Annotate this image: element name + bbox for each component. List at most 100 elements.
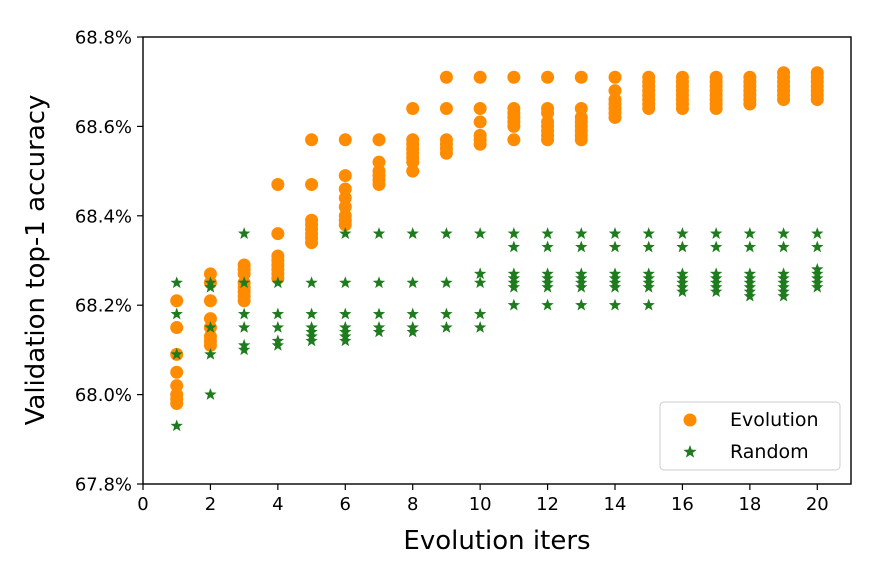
- random-point: [406, 321, 419, 333]
- random-point: [541, 280, 554, 293]
- evolution-point: [473, 128, 487, 142]
- random-point: [406, 307, 419, 320]
- random-point: [440, 227, 453, 239]
- x-tick-label: 8: [407, 494, 418, 515]
- evolution-point: [170, 388, 184, 402]
- evolution-point: [777, 66, 791, 80]
- random-point: [440, 276, 453, 289]
- x-tick-label: 12: [536, 494, 559, 515]
- evolution-point: [709, 70, 723, 84]
- evolution-point: [473, 115, 487, 129]
- evolution-point: [439, 70, 453, 84]
- y-axis-ticks: 67.8% 68.0% 68.2% 68.4% 68.6% 68.8%: [75, 28, 143, 496]
- random-point: [709, 276, 723, 289]
- random-point: [237, 321, 251, 333]
- evolution-point: [271, 227, 285, 241]
- evolution-point: [372, 133, 386, 147]
- evolution-point: [406, 133, 420, 147]
- random-point: [305, 329, 318, 342]
- random-point: [608, 276, 622, 289]
- random-point: [204, 321, 217, 333]
- random-point: [575, 267, 588, 280]
- evolution-point: [305, 213, 319, 227]
- random-point: [507, 280, 521, 293]
- x-tick-label: 16: [671, 494, 694, 515]
- random-point: [743, 285, 757, 298]
- y-tick-label: 68.6%: [75, 117, 132, 138]
- random-point: [339, 227, 352, 239]
- random-point: [777, 267, 790, 280]
- random-point: [608, 280, 622, 293]
- evolution-point: [574, 70, 588, 84]
- random-point: [811, 227, 824, 239]
- random-point: [575, 276, 588, 289]
- random-point: [743, 276, 757, 289]
- random-point: [709, 285, 723, 298]
- random-point: [575, 271, 588, 284]
- random-point: [170, 347, 183, 360]
- random-point: [676, 271, 689, 284]
- random-point: [608, 298, 622, 311]
- random-point: [541, 298, 554, 311]
- evolution-point: [810, 66, 824, 80]
- random-point: [709, 227, 723, 239]
- evolution-point: [574, 110, 588, 124]
- x-tick-label: 0: [137, 494, 148, 515]
- evolution-point: [507, 102, 521, 116]
- random-point: [777, 276, 790, 289]
- random-point: [339, 321, 352, 333]
- random-point: [541, 227, 554, 239]
- random-point: [170, 307, 183, 320]
- random-point: [305, 334, 318, 347]
- evolution-point: [203, 267, 217, 281]
- random-point: [440, 321, 453, 333]
- random-point: [473, 307, 487, 320]
- x-axis-ticks: 0 2 4 6 8 10 12 14 16 18 20: [137, 484, 829, 515]
- legend-box: [659, 401, 841, 471]
- x-tick-label: 4: [272, 494, 283, 515]
- y-axis-label: Validation top-1 accuracy: [21, 95, 51, 426]
- evolution-point: [338, 200, 352, 214]
- legend-random-label: Random: [730, 441, 809, 463]
- evolution-point: [439, 102, 453, 116]
- random-point: [473, 321, 487, 333]
- evolution-point: [305, 133, 319, 147]
- evolution-point: [507, 70, 521, 84]
- evolution-point: [271, 249, 285, 263]
- random-point: [676, 227, 689, 239]
- evolution-point: [473, 102, 487, 116]
- evolution-point: [473, 70, 487, 84]
- evolution-point: [271, 178, 285, 192]
- random-point: [406, 276, 419, 289]
- random-point: [642, 271, 655, 284]
- random-point: [473, 227, 487, 239]
- random-point: [676, 276, 689, 289]
- evolution-point: [203, 294, 217, 308]
- evolution-point: [507, 133, 521, 147]
- random-point: [339, 334, 352, 347]
- random-point: [743, 227, 757, 239]
- random-point: [811, 280, 824, 293]
- random-point: [271, 334, 285, 347]
- legend-evolution-marker: [683, 413, 697, 427]
- evolution-point: [203, 312, 217, 326]
- x-axis-label: Evolution iters: [403, 526, 590, 556]
- random-point: [473, 276, 487, 289]
- random-point: [777, 240, 790, 253]
- evolution-point: [574, 102, 588, 116]
- random-point: [271, 276, 285, 289]
- evolution-point: [170, 321, 184, 335]
- random-point: [811, 262, 824, 275]
- plot-frame: [142, 36, 852, 485]
- random-point: [777, 227, 790, 239]
- evolution-point: [203, 329, 217, 343]
- random-point: [339, 325, 352, 338]
- random-point: [271, 307, 285, 320]
- evolution-point: [608, 84, 622, 98]
- random-point: [406, 227, 419, 239]
- y-tick-label: 68.4%: [75, 206, 132, 227]
- random-point: [743, 280, 757, 293]
- random-point: [642, 240, 655, 253]
